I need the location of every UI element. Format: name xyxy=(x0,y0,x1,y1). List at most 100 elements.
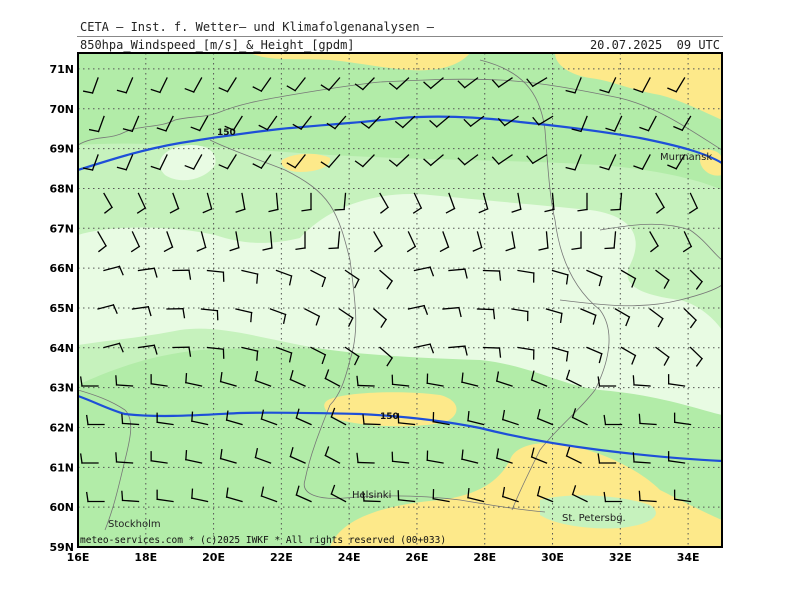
wind-barb xyxy=(580,308,597,325)
wind-barb xyxy=(379,192,389,214)
lon-label: 28E xyxy=(473,551,496,564)
wind-barb xyxy=(356,452,375,464)
wind-barb xyxy=(457,77,479,89)
wind-barb xyxy=(115,452,134,464)
wind-barb xyxy=(131,305,152,317)
wind-barb xyxy=(320,154,341,168)
wind-barb xyxy=(262,231,273,251)
wind-barb xyxy=(597,453,617,464)
place-helsinki: Helsinki xyxy=(352,490,391,501)
lon-label: 26E xyxy=(406,551,429,564)
wind-barb xyxy=(156,489,174,503)
wind-barb xyxy=(536,408,554,426)
wind-barb xyxy=(166,307,186,319)
wind-barb xyxy=(586,346,603,364)
lon-label: 20E xyxy=(202,551,225,564)
wind-barb xyxy=(235,192,246,213)
wind-barb xyxy=(295,485,312,503)
wind-barb xyxy=(683,308,697,329)
wind-barb xyxy=(491,77,513,88)
wind-barb xyxy=(526,154,548,165)
wind-barb xyxy=(632,375,651,387)
wind-barb xyxy=(334,192,347,211)
wind-barb xyxy=(620,269,637,288)
lat-label: 69N xyxy=(49,143,74,156)
wind-barb xyxy=(219,448,237,464)
wind-barb xyxy=(252,154,272,170)
wind-barb xyxy=(388,77,410,90)
wind-barb xyxy=(85,491,105,503)
wind-barb xyxy=(360,115,381,129)
wind-barb xyxy=(603,414,623,426)
wind-barb xyxy=(426,450,444,464)
wind-barb xyxy=(103,342,124,353)
wind-barb xyxy=(172,269,192,280)
wind-barb xyxy=(354,154,375,168)
wind-barb xyxy=(478,192,489,214)
wind-barb xyxy=(295,408,312,426)
lat-label: 68N xyxy=(49,182,74,195)
wind-barb xyxy=(545,308,563,324)
wind-barb xyxy=(268,192,279,213)
wind-barb xyxy=(241,346,259,361)
wind-barb xyxy=(429,115,450,128)
wind-barb xyxy=(286,154,306,169)
wind-barb xyxy=(258,115,278,131)
wind-barb xyxy=(461,372,479,387)
wind-barb xyxy=(544,192,555,213)
wind-barb xyxy=(225,487,243,503)
wind-barb xyxy=(163,231,174,253)
wind-barb xyxy=(517,346,535,360)
wind-barb xyxy=(538,231,549,251)
wind-barb xyxy=(310,269,327,288)
wind-barb xyxy=(639,115,657,132)
wind-barb xyxy=(597,376,617,387)
wind-barb xyxy=(116,154,134,171)
wind-barb xyxy=(289,370,306,387)
wind-barb xyxy=(673,115,692,132)
wind-barb xyxy=(172,346,192,357)
wind-barb xyxy=(150,77,168,94)
wind-barb xyxy=(85,414,105,426)
wind-barb xyxy=(275,346,293,363)
wind-barb xyxy=(137,267,158,278)
wind-barb xyxy=(577,192,588,212)
contour-label-south: 150 xyxy=(380,412,399,422)
wind-barb xyxy=(229,231,240,252)
wind-barb xyxy=(501,486,519,503)
wind-barb xyxy=(442,306,462,318)
wind-barb xyxy=(362,491,381,503)
lat-label: 64N xyxy=(49,342,74,355)
lon-label: 22E xyxy=(270,551,293,564)
wind-barb xyxy=(413,266,435,277)
wind-barb xyxy=(571,231,582,251)
wind-barb xyxy=(599,154,617,171)
wind-barb xyxy=(482,346,502,358)
wind-barb xyxy=(426,373,444,387)
wind-barb xyxy=(497,115,519,127)
wind-barb xyxy=(373,231,383,253)
wind-barb xyxy=(565,369,582,387)
wind-barb xyxy=(407,304,429,315)
wind-barb xyxy=(667,374,686,387)
wind-barb xyxy=(225,410,243,426)
wind-barb xyxy=(432,489,450,503)
height-contour-north xyxy=(78,115,722,172)
wind-barb xyxy=(200,308,219,321)
wind-barb xyxy=(633,77,651,94)
wind-barb xyxy=(655,269,670,289)
wind-barb xyxy=(571,115,588,133)
wind-barb xyxy=(260,486,278,503)
product-title: 850hpa_Windspeed_[m/s]_&_Height_[gpdm] xyxy=(80,38,355,52)
wind-barb xyxy=(638,490,657,503)
wind-barb xyxy=(605,115,623,132)
wind-barb xyxy=(667,451,686,464)
wind-field-strong-northeast xyxy=(555,53,722,120)
wind-barb xyxy=(571,485,588,503)
wind-barb xyxy=(137,344,158,355)
wind-barb xyxy=(614,308,631,327)
wind-barb xyxy=(275,269,293,286)
wind-barb xyxy=(206,269,225,282)
wind-barb xyxy=(260,409,278,426)
wind-barb xyxy=(688,192,699,214)
